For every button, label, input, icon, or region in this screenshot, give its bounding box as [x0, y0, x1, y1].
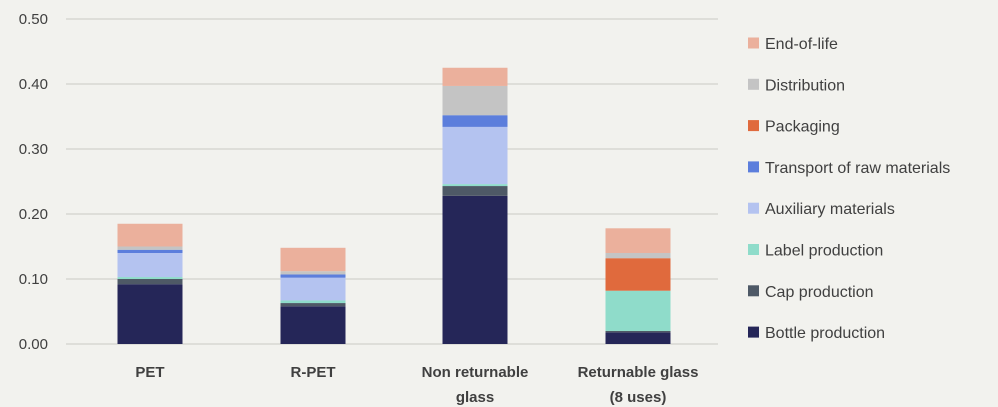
legend-swatch	[748, 326, 759, 338]
legend-swatch	[748, 78, 759, 90]
bar-segment	[605, 258, 671, 291]
legend-swatch	[748, 120, 759, 132]
x-axis: PET R-PET Non returnable glass Returnable gl…	[135, 364, 698, 406]
x-tick-label: (8 uses)	[610, 389, 667, 406]
x-tick-label: Returnable glass	[578, 364, 699, 381]
bar-segment	[442, 67, 508, 86]
legend-label: Packaging	[765, 119, 840, 136]
bar-segment	[280, 277, 346, 301]
bar-segment	[442, 85, 508, 116]
bar-segment	[280, 274, 346, 278]
legend-label: Transport of raw materials	[765, 160, 950, 177]
bar-segment	[605, 332, 671, 344]
legend-swatch	[748, 202, 759, 214]
legend-swatch	[748, 37, 759, 49]
y-tick-label: 0.50	[19, 11, 48, 28]
legend-label: Cap production	[765, 284, 874, 301]
y-tick-label: 0.00	[19, 336, 48, 353]
bar-segment	[605, 290, 671, 331]
legend-label: End-of-life	[765, 36, 838, 53]
legend-swatch	[748, 244, 759, 255]
legend-swatch	[748, 161, 759, 173]
bar-segment	[605, 331, 671, 333]
bar-segment	[117, 279, 183, 285]
bar-segment	[117, 223, 183, 247]
x-tick-label: R-PET	[291, 364, 336, 381]
bar-segment	[117, 277, 183, 279]
bar-segment	[442, 115, 508, 127]
bar-segment	[442, 195, 508, 344]
legend: End-of-life Distribution Packaging Transpor…	[748, 36, 950, 342]
x-tick-label: Non returnable	[422, 364, 529, 381]
bars	[117, 67, 671, 344]
legend-label: Distribution	[765, 77, 845, 94]
legend-label: Label production	[765, 243, 883, 260]
bar-segment	[280, 247, 346, 272]
bar-segment	[442, 126, 508, 185]
bar-segment	[605, 253, 671, 259]
bar-segment	[442, 186, 508, 196]
bar-segment	[605, 228, 671, 253]
y-tick-label: 0.20	[19, 206, 48, 223]
y-tick-label: 0.40	[19, 76, 48, 93]
bar-segment	[280, 300, 346, 304]
bar-segment	[117, 249, 183, 253]
bar-segment	[280, 303, 346, 307]
x-tick-label: glass	[456, 389, 494, 406]
legend-label: Bottle production	[765, 325, 885, 342]
y-axis: 0.00 0.10 0.20 0.30 0.40 0.50	[19, 11, 48, 353]
bar-segment	[117, 246, 183, 250]
legend-swatch	[748, 285, 759, 297]
bar-segment	[280, 271, 346, 275]
y-tick-label: 0.10	[19, 271, 48, 288]
bar-segment	[442, 184, 508, 187]
bar-segment	[117, 284, 183, 344]
legend-label: Auxiliary materials	[765, 201, 895, 218]
bar-segment	[280, 306, 346, 344]
bar-segment	[117, 253, 183, 278]
x-tick-label: PET	[135, 364, 164, 381]
y-tick-label: 0.30	[19, 141, 48, 158]
